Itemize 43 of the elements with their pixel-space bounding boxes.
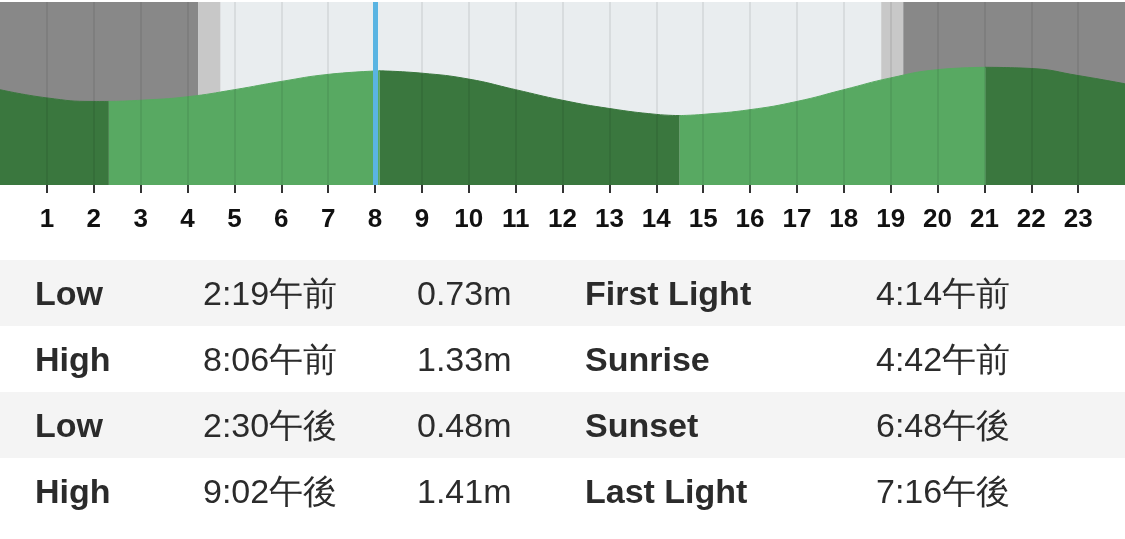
text: 2:19午前 (203, 273, 338, 314)
text: 1.33m (417, 339, 512, 380)
x-tick-label: 17 (782, 203, 812, 233)
x-tick-label: 19 (876, 203, 906, 233)
x-tick-label: 21 (969, 203, 999, 233)
x-tick-label: 20 (923, 203, 952, 233)
x-tick-label: 4 (180, 203, 196, 233)
text: 0.73m (417, 273, 512, 314)
x-tick-label: 18 (829, 203, 859, 233)
x-tick-label: 7 (320, 203, 336, 233)
text: 1.41m (417, 471, 512, 512)
text: 9:02午後 (203, 471, 338, 512)
x-tick-label: 14 (641, 203, 672, 233)
text: 2:30午後 (203, 405, 338, 446)
text: Sunrise (585, 339, 710, 380)
x-tick-label: 11 (501, 203, 530, 233)
text: High (35, 339, 111, 380)
x-tick-label: 1 (39, 203, 55, 233)
text: 7:16午後 (876, 471, 1011, 512)
x-tick-label: 6 (274, 203, 289, 233)
text: Last Light (585, 471, 748, 512)
x-tick-label: 8 (367, 203, 383, 233)
x-tick-label: 12 (548, 203, 577, 233)
x-tick-label: 2 (86, 203, 101, 233)
x-tick-label: 9 (414, 203, 430, 233)
text: Sunset (585, 405, 699, 446)
text: First Light (585, 273, 752, 314)
text: High (35, 471, 111, 512)
text: Low (35, 273, 103, 314)
text: 4:42午前 (876, 339, 1011, 380)
text: 0.48m (417, 405, 512, 446)
text: 8:06午前 (203, 339, 338, 380)
x-tick-label: 3 (133, 203, 148, 233)
x-tick-label: 10 (454, 203, 484, 233)
text: Low (35, 405, 103, 446)
x-tick-label: 22 (1016, 203, 1046, 233)
x-tick-label: 16 (735, 203, 765, 233)
text: 6:48午後 (876, 405, 1011, 446)
x-tick-label: 13 (594, 203, 624, 233)
x-tick-label: 23 (1063, 203, 1093, 233)
x-tick-label: 15 (688, 203, 718, 233)
text: 4:14午前 (876, 273, 1011, 314)
x-tick-label: 5 (227, 203, 242, 233)
